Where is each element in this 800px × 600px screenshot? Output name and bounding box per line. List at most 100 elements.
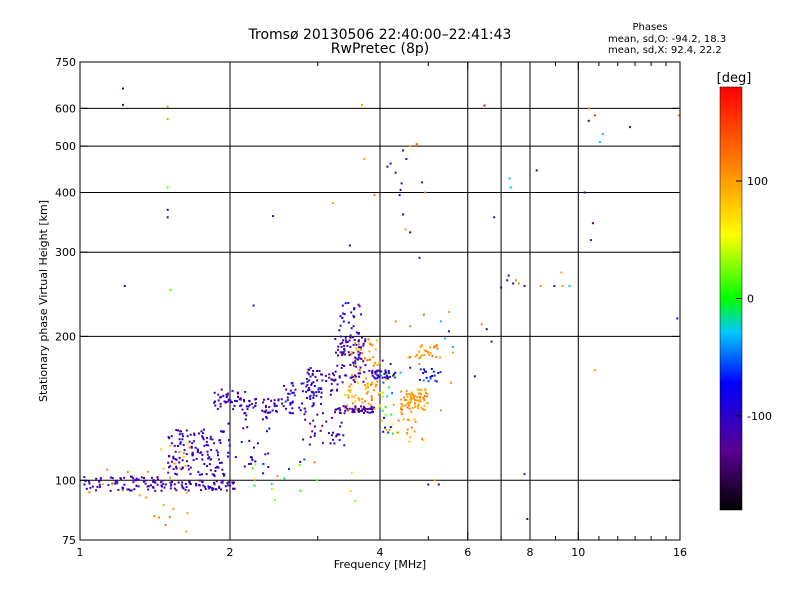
data-point <box>114 482 117 485</box>
data-point <box>339 412 342 414</box>
data-point <box>402 149 405 152</box>
data-point <box>286 396 289 399</box>
data-point <box>439 371 442 374</box>
data-point <box>242 398 245 401</box>
data-point <box>305 397 308 399</box>
data-point <box>235 400 238 403</box>
data-point <box>146 485 149 488</box>
data-point <box>273 405 276 408</box>
data-point <box>424 392 427 395</box>
data-point <box>397 431 399 434</box>
data-point <box>371 383 374 385</box>
data-point <box>386 375 389 378</box>
data-point <box>407 418 409 421</box>
data-point <box>358 343 360 346</box>
data-point <box>417 405 420 408</box>
data-point <box>330 378 333 381</box>
data-point <box>169 481 172 484</box>
data-point <box>338 329 341 332</box>
x-axis-label: Frequency [MHz] <box>334 558 426 571</box>
data-point <box>354 377 357 380</box>
data-point <box>420 344 423 347</box>
data-point <box>173 444 176 447</box>
data-point <box>114 480 117 483</box>
x-tick-label: 8 <box>527 546 534 559</box>
data-point <box>358 353 361 356</box>
data-point <box>217 393 220 396</box>
data-point <box>303 458 306 461</box>
data-point <box>181 459 184 462</box>
data-point <box>268 406 271 409</box>
data-point <box>170 460 173 463</box>
data-point <box>509 186 512 189</box>
data-point <box>174 472 177 475</box>
data-point <box>377 375 380 378</box>
data-point <box>175 467 178 469</box>
data-point <box>352 343 355 346</box>
data-point <box>568 285 571 287</box>
data-point <box>386 165 389 168</box>
data-point <box>376 380 379 383</box>
data-point <box>598 141 601 144</box>
data-point <box>248 463 251 465</box>
data-point <box>370 383 372 386</box>
data-point <box>404 404 407 407</box>
data-point <box>377 374 380 377</box>
data-point <box>192 459 195 462</box>
data-point <box>451 346 454 348</box>
data-point <box>348 385 351 388</box>
data-point <box>334 378 337 381</box>
data-point <box>419 400 422 403</box>
data-point <box>383 416 385 419</box>
data-point <box>359 372 362 375</box>
data-point <box>283 477 286 480</box>
data-point <box>413 398 416 401</box>
data-point <box>219 439 222 442</box>
data-point <box>370 405 373 408</box>
data-point <box>310 390 313 393</box>
data-point <box>422 379 425 382</box>
data-point <box>350 353 353 356</box>
data-point <box>226 394 229 397</box>
data-point <box>252 406 255 409</box>
data-point <box>439 356 441 359</box>
data-point <box>205 473 208 476</box>
data-point <box>271 409 274 412</box>
data-point <box>418 388 421 391</box>
data-point <box>223 400 226 403</box>
data-point <box>433 374 436 377</box>
data-point <box>384 426 386 429</box>
data-point <box>344 339 347 342</box>
data-point <box>153 515 156 518</box>
data-point <box>353 339 356 341</box>
data-point <box>429 346 432 349</box>
data-point <box>160 484 163 487</box>
data-point <box>222 472 225 475</box>
data-point <box>309 367 312 370</box>
data-point <box>306 383 309 386</box>
data-point <box>355 357 358 360</box>
data-point <box>425 376 428 379</box>
data-point <box>273 399 276 402</box>
data-point <box>400 411 403 414</box>
data-point <box>230 401 233 404</box>
data-point <box>197 449 199 452</box>
data-point <box>351 411 354 414</box>
data-point <box>119 477 122 480</box>
data-point <box>146 470 149 473</box>
data-point <box>107 484 110 487</box>
data-point <box>335 351 337 354</box>
data-point <box>318 370 321 372</box>
data-point <box>408 392 411 395</box>
data-point <box>186 442 189 445</box>
data-point <box>185 491 188 494</box>
data-point <box>409 325 412 328</box>
data-point <box>172 457 175 460</box>
data-point <box>329 393 332 396</box>
data-point <box>179 467 182 470</box>
data-point <box>418 363 421 366</box>
data-point <box>422 313 425 316</box>
data-point <box>435 343 438 346</box>
data-point <box>355 343 358 346</box>
data-point <box>144 482 147 485</box>
